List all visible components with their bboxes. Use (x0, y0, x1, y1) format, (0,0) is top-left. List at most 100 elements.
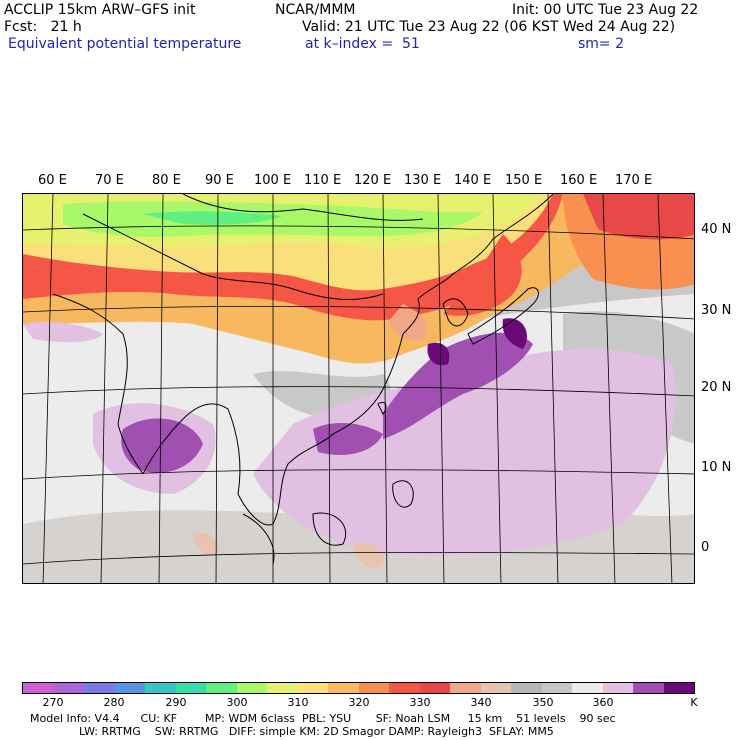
colorbar-swatch (236, 683, 267, 693)
lon-label: 60 E (38, 173, 67, 188)
lon-label: 150 E (505, 173, 543, 188)
lon-line (382, 194, 388, 583)
darkpurple-bengal (121, 418, 203, 473)
colorbar-swatch (358, 683, 389, 693)
colorbar-swatch (602, 683, 633, 693)
colorbar-label: 310 (287, 696, 309, 709)
lon-line (215, 194, 219, 583)
colorbar-swatch (663, 683, 694, 693)
lightpurple-pacific (253, 349, 676, 556)
china-coast (402, 238, 494, 335)
lon-line (158, 194, 164, 583)
colorbar-label: 290 (165, 696, 187, 709)
lon-line (437, 194, 445, 583)
lon-line (657, 194, 673, 583)
colorbar-label: 300 (226, 696, 248, 709)
lon-line (327, 194, 331, 583)
lon-label: 130 E (404, 173, 442, 188)
lon-label: 160 E (560, 173, 598, 188)
colorbar-swatch (511, 683, 542, 693)
india-east-coast (142, 403, 241, 495)
colorbar-swatch (541, 683, 572, 693)
lat-line-0 (23, 551, 694, 565)
lat-label: 30 N (701, 303, 732, 318)
lat-line-30 (23, 305, 694, 320)
colorbar-swatch (419, 683, 450, 693)
lon-label: 170 E (615, 173, 653, 188)
lon-label: 80 E (152, 173, 181, 188)
smoothing-label: sm= 2 (578, 36, 625, 52)
org-label: NCAR/MMM (275, 2, 356, 18)
colorbar-label: 320 (348, 696, 370, 709)
theta-e-map (22, 193, 695, 584)
footer-line-1: Model Info: V4.4 CU: KF MP: WDM 6class P… (30, 712, 616, 725)
deep-purple-core (427, 342, 450, 366)
border-1 (82, 213, 384, 300)
colorbar-swatch (145, 683, 176, 693)
colorbar-label: 270 (42, 696, 64, 709)
darkpurple-scs (313, 422, 383, 455)
forecast-hour: Fcst: 21 h (4, 19, 82, 35)
colorbar-swatch (114, 683, 145, 693)
lon-line (492, 194, 502, 583)
lon-label: 100 E (254, 173, 292, 188)
lat-line-40 (23, 225, 694, 240)
salmon-patch (353, 542, 384, 568)
philippines (392, 480, 414, 508)
field-name: Equivalent potential temperature (8, 36, 242, 52)
colorbar-swatch (267, 683, 298, 693)
lat-label: 40 N (701, 222, 732, 237)
colorbar-swatch (175, 683, 206, 693)
korea (442, 298, 469, 327)
lon-line (42, 194, 54, 583)
lat-label: 0 (701, 540, 710, 555)
sumatra (242, 513, 275, 565)
init-time: Init: 00 UTC Tue 23 Aug 22 (512, 2, 699, 18)
model-title: ACCLIP 15km ARW–GFS init (4, 2, 196, 18)
colorbar-label: 360 (592, 696, 614, 709)
lat-line-10 (23, 469, 694, 480)
china-salmon (388, 304, 427, 341)
lon-label: 110 E (304, 173, 342, 188)
colorbar-swatch (328, 683, 359, 693)
colorbar-label: 330 (409, 696, 431, 709)
ne-red (583, 194, 694, 240)
colorbar-swatch (389, 683, 420, 693)
footer-line-2: LW: RRTMG SW: RRTMG DIFF: simple KM: 2D … (30, 725, 554, 738)
colorbar-swatch (450, 683, 481, 693)
bright-green-patch (143, 211, 283, 225)
colorbar-swatch (572, 683, 603, 693)
lon-line (547, 194, 559, 583)
japan (467, 287, 539, 345)
deep-purple-core-east (502, 318, 527, 349)
valid-time: Valid: 21 UTC Tue 23 Aug 22 (06 KST Wed … (302, 19, 676, 35)
taiwan (377, 401, 387, 415)
map-svg (23, 194, 694, 583)
graticule (23, 194, 694, 583)
korea-red (443, 234, 522, 316)
colorbar-swatch (23, 683, 54, 693)
lightpurple-west (23, 322, 103, 343)
colorbar-swatch (206, 683, 237, 693)
lon-label: 140 E (454, 173, 492, 188)
lon-label: 70 E (95, 173, 124, 188)
borneo (312, 512, 347, 546)
salmon-patch-west (193, 532, 219, 556)
colorbar-swatch (53, 683, 84, 693)
lon-line (100, 194, 109, 583)
lon-line (602, 194, 616, 583)
level-label: at k–index = 51 (305, 36, 420, 52)
lon-label: 120 E (354, 173, 392, 188)
colorbar-swatch (633, 683, 664, 693)
colorbar-label: 350 (532, 696, 554, 709)
lat-label: 20 N (701, 380, 732, 395)
colorbar-swatch (297, 683, 328, 693)
darkpurple-philippine-sea (383, 332, 533, 439)
colorbar (22, 682, 695, 694)
colorbar-unit: K (690, 696, 698, 709)
lat-label: 10 N (701, 460, 732, 475)
colorbar-label: 280 (103, 696, 125, 709)
colorbar-swatch (84, 683, 115, 693)
colorbar-swatch (480, 683, 511, 693)
lon-label: 90 E (205, 173, 234, 188)
